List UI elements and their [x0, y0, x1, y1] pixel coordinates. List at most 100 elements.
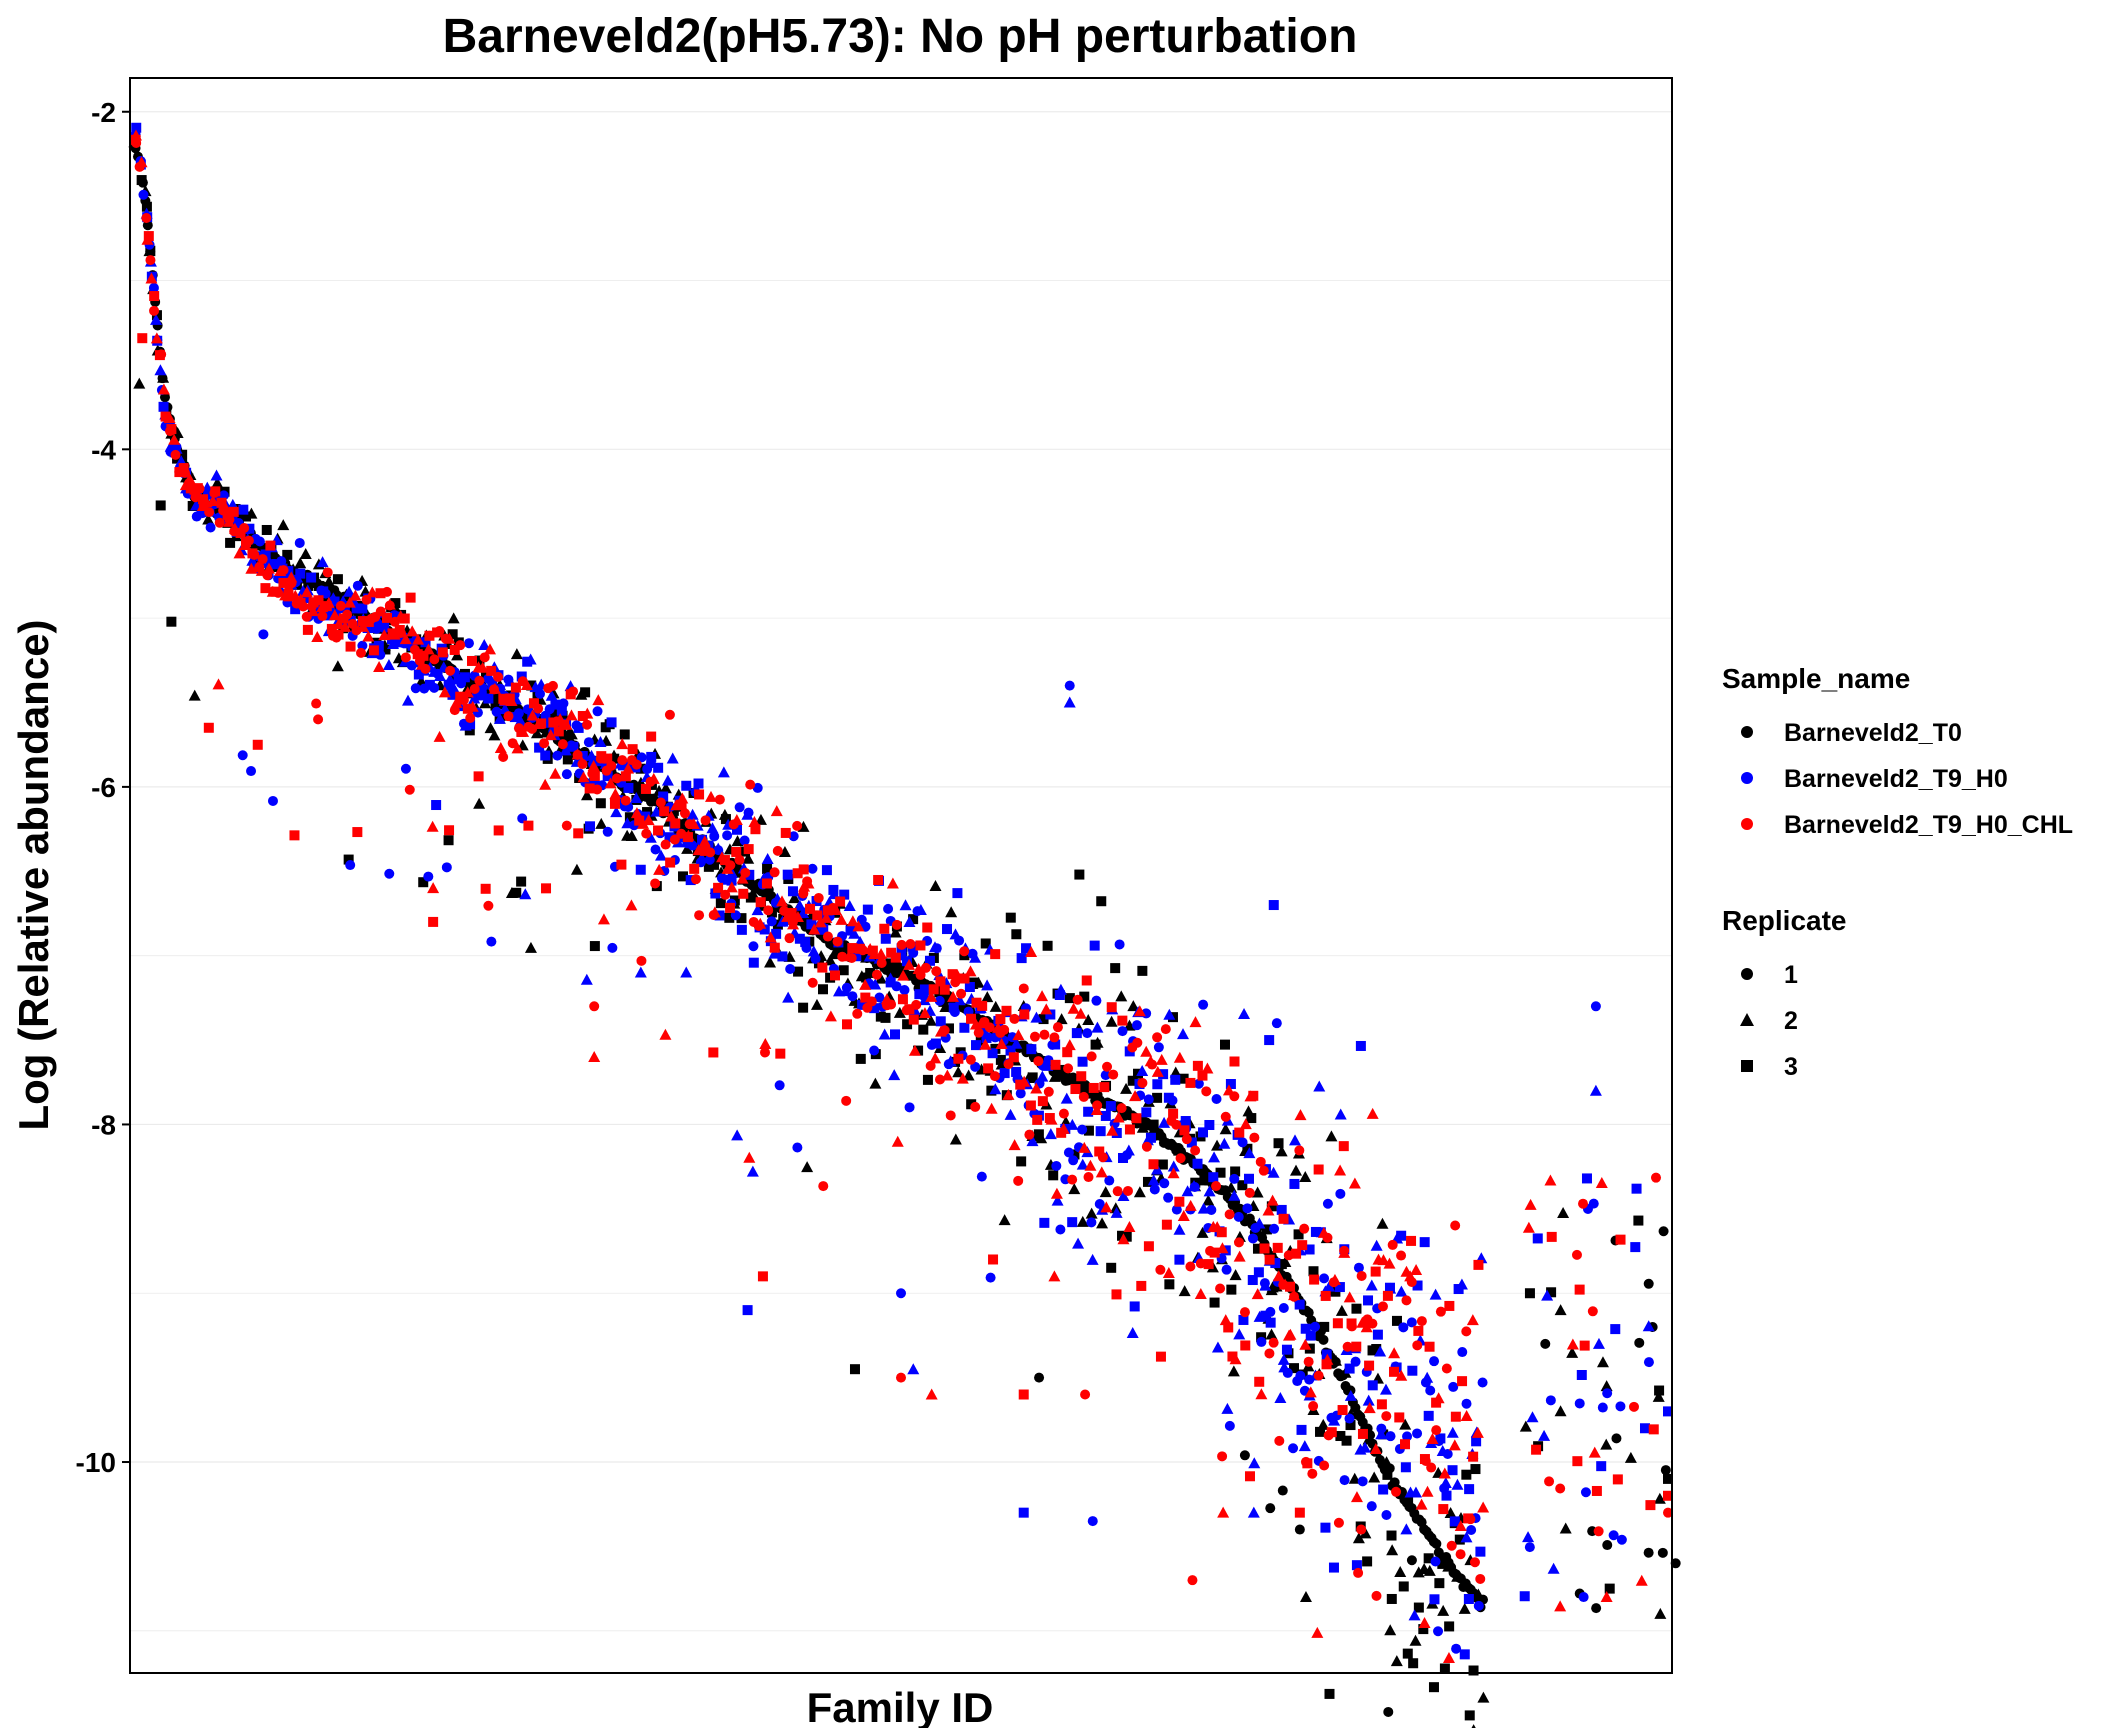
sample-point [1294, 1145, 1305, 1156]
sample-point [1645, 1500, 1656, 1511]
sample-point [1323, 1430, 1334, 1441]
sample-point [985, 1272, 996, 1283]
sample-point [650, 878, 661, 889]
sample-point [1653, 1492, 1666, 1504]
sample-point [697, 834, 708, 845]
sample-point [1083, 1106, 1094, 1117]
sample-point [1450, 1220, 1461, 1231]
sample-point [1383, 1257, 1396, 1269]
sample-point [223, 515, 236, 527]
sample-point [1078, 1091, 1089, 1102]
sample-point [1332, 1318, 1343, 1329]
sample-point [1102, 1061, 1113, 1072]
sample-point [1357, 1476, 1368, 1487]
sample-point [183, 473, 196, 485]
sample-point [1072, 1237, 1085, 1249]
sample-point [984, 1022, 995, 1033]
sample-point [1159, 1178, 1170, 1189]
sample-point [874, 992, 885, 1003]
sample-point [1224, 1209, 1235, 1220]
sample-point [1233, 1211, 1244, 1222]
sample-point [399, 613, 410, 624]
sample-point [1178, 1073, 1189, 1084]
sample-point [1167, 1160, 1180, 1172]
sample-point [1264, 1348, 1275, 1359]
sample-point [1174, 1254, 1185, 1265]
sample-point [1477, 1377, 1488, 1388]
sample-point [1086, 1051, 1097, 1062]
sample-point [1148, 1119, 1159, 1130]
sample-point [931, 966, 942, 977]
sample-point [1343, 1291, 1356, 1303]
sample-point [258, 629, 269, 640]
outlier-point [589, 1001, 600, 1012]
sample-point [971, 997, 982, 1008]
sample-point [1579, 1340, 1590, 1351]
sample-point [1067, 1174, 1078, 1185]
sample-point [764, 956, 777, 968]
outlier-point [896, 1372, 906, 1383]
sample-point [660, 839, 671, 850]
sample-point [1375, 1428, 1388, 1440]
sample-point [1203, 1259, 1214, 1270]
sample-point [1081, 975, 1092, 986]
sample-point [1429, 1288, 1442, 1300]
sample-point [1648, 1424, 1659, 1435]
sample-point [775, 1048, 786, 1059]
sample-point [1070, 1084, 1081, 1095]
sample-point [467, 655, 478, 666]
sample-point [503, 711, 514, 722]
sample-point [135, 156, 148, 168]
sample-point [534, 742, 545, 753]
sample-point [1084, 1159, 1097, 1171]
sample-point [491, 706, 502, 717]
sample-point [1461, 1469, 1472, 1480]
sample-point [1181, 1134, 1192, 1145]
sample-point [522, 656, 533, 667]
sample-point [1152, 1092, 1163, 1103]
sample-point [807, 977, 818, 988]
sample-point [1472, 1588, 1485, 1600]
sample-point [198, 494, 209, 505]
sample-point [1211, 1341, 1224, 1353]
sample-point [1085, 1207, 1098, 1219]
sample-point [1013, 1175, 1024, 1186]
sample-point [734, 802, 745, 813]
sample-point [1086, 1253, 1099, 1265]
sample-point [202, 513, 215, 525]
sample-point [731, 1129, 744, 1141]
sample-point [880, 933, 891, 944]
legend-replicate: Replicate 1 2 3 [1722, 905, 1847, 1081]
sample-point [1114, 939, 1125, 950]
outlier-point [1540, 1338, 1551, 1349]
sample-point [924, 1014, 937, 1026]
sample-point [573, 828, 584, 839]
sample-point [981, 979, 994, 991]
sample-point [847, 943, 858, 954]
sample-point [653, 762, 664, 773]
sample-point [1524, 1198, 1537, 1210]
sample-point [695, 852, 708, 864]
sample-point [516, 876, 527, 887]
sample-point [387, 628, 398, 639]
sample-point [971, 1040, 982, 1051]
outlier-point [757, 1271, 768, 1282]
sample-point [479, 652, 490, 663]
sample-point [1426, 1433, 1439, 1445]
sample-point [1216, 1227, 1227, 1238]
sample-point [903, 958, 916, 970]
sample-point [1369, 1442, 1382, 1454]
sample-point [530, 727, 543, 739]
sample-point [812, 910, 823, 921]
sample-point [730, 814, 743, 826]
sample-point [244, 523, 255, 534]
sample-point [1076, 1215, 1089, 1227]
sample-point [1386, 1544, 1399, 1556]
sample-point [843, 899, 856, 911]
sample-point [1016, 1156, 1027, 1167]
sample-point [214, 517, 225, 528]
sample-point [1195, 1258, 1206, 1269]
sample-point [869, 1045, 880, 1056]
sample-point [1077, 1124, 1088, 1135]
sample-point [267, 795, 278, 806]
